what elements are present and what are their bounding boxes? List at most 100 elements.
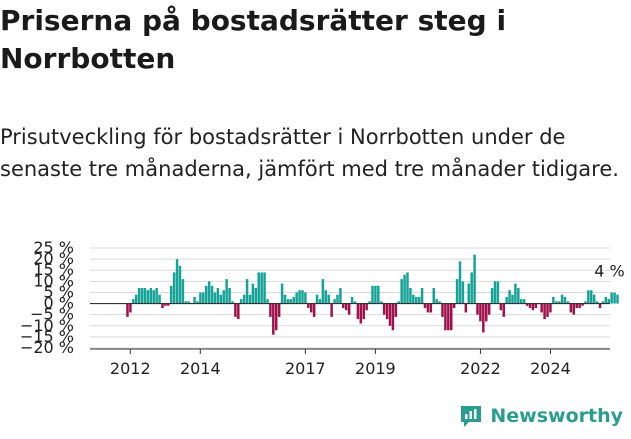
bar (350, 296, 354, 304)
bar (263, 272, 266, 304)
bar (345, 303, 348, 311)
bar (193, 296, 196, 304)
bars (126, 254, 619, 335)
bar (400, 279, 403, 304)
bar (347, 303, 351, 315)
labels: 25 %20 %15 %10 %5 %0 %−5 %−10 %−15 %−20 … (20, 238, 625, 378)
bar (295, 292, 298, 304)
bar (146, 290, 150, 304)
bar (508, 290, 511, 304)
bar (415, 296, 418, 304)
bar (260, 272, 263, 304)
bar (129, 303, 132, 313)
bar (455, 279, 459, 304)
y-tick-label: 10 % (33, 271, 74, 290)
bar (569, 303, 573, 313)
bar (207, 281, 211, 304)
bar (330, 303, 333, 317)
bar (607, 299, 610, 304)
bar (473, 254, 476, 304)
bar (394, 303, 398, 317)
latest-value-label: 4 % (594, 262, 624, 281)
bar (210, 285, 214, 304)
bar (175, 259, 179, 304)
bar (382, 303, 386, 315)
bar (502, 303, 505, 317)
bar (598, 303, 602, 308)
bar (126, 303, 129, 317)
bar (438, 301, 441, 304)
bar (522, 299, 526, 304)
bar (283, 294, 287, 304)
bar (610, 292, 613, 304)
bar (581, 303, 584, 306)
gridlines (90, 247, 610, 349)
bar (406, 272, 409, 304)
y-tick-label: 15 % (33, 260, 74, 279)
bar (342, 303, 345, 308)
bar (336, 294, 339, 304)
bar (444, 303, 447, 331)
bar-chart: 25 %20 %15 %10 %5 %0 %−5 %−10 %−15 %−20 … (20, 238, 625, 378)
x-tick-label: 2012 (110, 359, 151, 378)
bar (616, 294, 619, 304)
bar (520, 299, 523, 304)
bar (432, 288, 435, 304)
bar (423, 303, 427, 308)
bar (412, 294, 415, 304)
bar (251, 283, 255, 304)
brand-name: Newsworthy (490, 405, 623, 427)
bar (298, 290, 301, 304)
bar (595, 301, 599, 304)
bar (266, 299, 269, 304)
bar (514, 283, 517, 304)
bar (324, 290, 328, 304)
bar (213, 292, 217, 304)
bar (140, 288, 144, 304)
bar (458, 261, 462, 304)
bar (339, 288, 342, 304)
bar (365, 303, 368, 311)
bar (391, 303, 395, 331)
bar (578, 303, 581, 308)
bar (590, 290, 593, 304)
bar (368, 301, 371, 304)
bar (318, 299, 322, 304)
x-tick-label: 2019 (355, 359, 396, 378)
bar (487, 303, 491, 315)
bar (505, 296, 508, 304)
bar (239, 299, 243, 304)
bar (546, 303, 549, 317)
bar (441, 303, 444, 317)
bar (234, 303, 237, 317)
bar (467, 283, 470, 304)
bar (164, 303, 167, 306)
bar (289, 299, 293, 304)
bar (333, 299, 336, 304)
chart-title: Priserna på bostadsrätter steg i Norrbot… (0, 4, 507, 75)
bar (237, 303, 240, 320)
y-tick-label: 0 % (44, 294, 74, 313)
x-tick-label: 2014 (180, 359, 221, 378)
bar (557, 301, 561, 304)
bar (464, 303, 468, 313)
bar (257, 272, 260, 304)
y-tick-label: −5 % (30, 305, 74, 324)
bar (292, 296, 295, 304)
y-tick-label: −20 % (20, 338, 74, 357)
bar (511, 294, 514, 304)
x-tick-label: 2024 (530, 359, 571, 378)
bar (429, 303, 433, 313)
bar (178, 265, 182, 304)
bar (563, 296, 567, 304)
brand-logo: Newsworthy (458, 403, 623, 429)
bar (540, 303, 543, 313)
bar (420, 288, 424, 304)
bar (447, 303, 450, 331)
bar (601, 301, 605, 304)
bar (356, 303, 360, 320)
y-tick-label: 25 % (33, 238, 74, 257)
bar (566, 301, 570, 304)
bar (584, 301, 587, 304)
bar (380, 301, 383, 304)
